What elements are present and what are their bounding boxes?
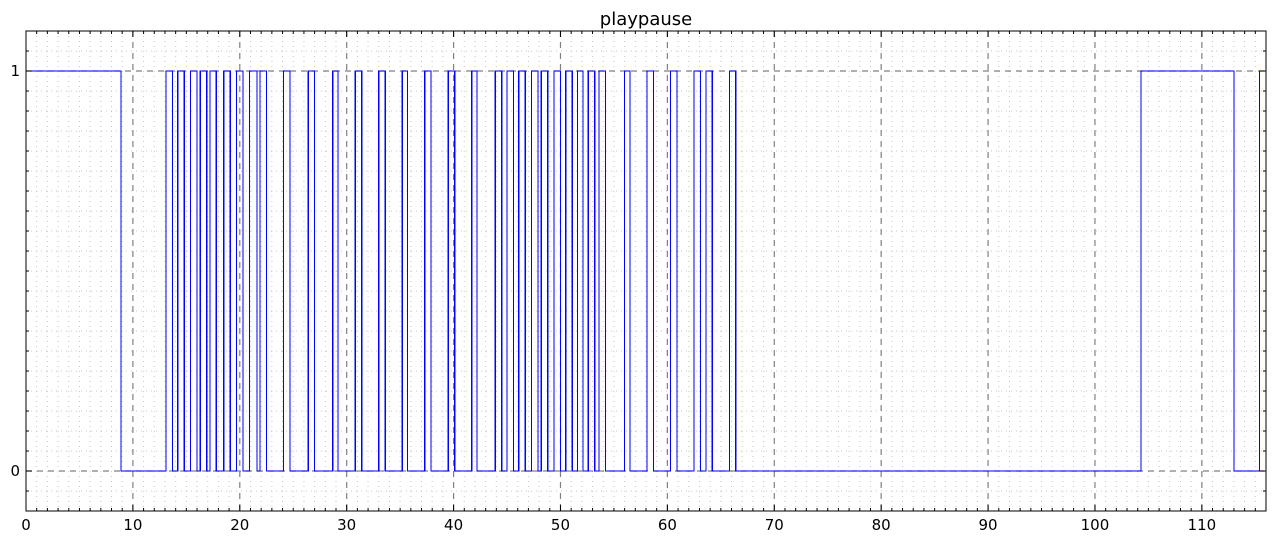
x-tick-label: 70 [765, 516, 784, 534]
x-tick-label: 20 [230, 516, 249, 534]
x-tick-label: 0 [21, 516, 31, 534]
x-tick-label: 90 [979, 516, 998, 534]
x-tick-label: 40 [444, 516, 463, 534]
x-tick-label: 80 [872, 516, 891, 534]
x-tick-label: 10 [123, 516, 142, 534]
chart-title: playpause [600, 9, 692, 30]
series-line [26, 70, 1266, 472]
x-tick-label: 100 [1081, 516, 1110, 534]
tick-labels: 0 10 20 30 40 50 60 70 80 90 100 110 0 1 [10, 62, 1216, 534]
axis-ticks [25, 31, 1267, 511]
x-tick-label: 60 [658, 516, 677, 534]
x-tick-label: 110 [1188, 516, 1217, 534]
y-tick-label: 0 [10, 462, 20, 480]
x-tick-label: 50 [551, 516, 570, 534]
x-tick-label: 30 [337, 516, 356, 534]
y-tick-label: 1 [10, 62, 20, 80]
series-layer [26, 70, 1266, 472]
minor-grid [26, 31, 1266, 511]
